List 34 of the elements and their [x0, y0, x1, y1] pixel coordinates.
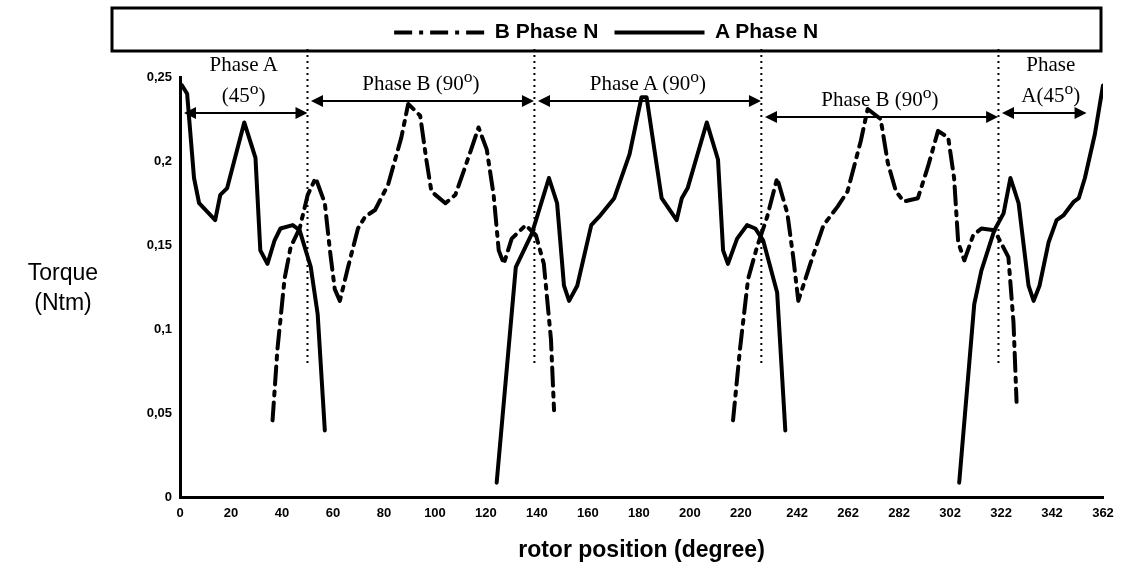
- y-tick-label: 0: [164, 489, 172, 505]
- x-tick-label: 160: [577, 505, 599, 521]
- x-tick-label: 282: [888, 505, 910, 521]
- annotation: Phase B (90$^{o}$): [361, 65, 481, 95]
- x-tick-label: 220: [730, 505, 752, 521]
- y-tick-label: 0,05: [146, 405, 172, 421]
- annotation: Phase A(45$^{o}$): [1020, 52, 1082, 107]
- x-tick-label: 342: [1041, 505, 1063, 521]
- x-tick-label: 262: [837, 505, 859, 521]
- x-tick-label: 302: [939, 505, 961, 521]
- x-tick-label: 80: [376, 505, 392, 521]
- y-tick-label: 0,2: [153, 152, 172, 168]
- x-tick-label: 242: [786, 505, 808, 521]
- x-tick-label: 40: [274, 505, 290, 521]
- x-tick-label: 120: [475, 505, 497, 521]
- annotation: Phase B (90$^{o}$): [820, 81, 940, 111]
- x-tick-label: 140: [526, 505, 548, 521]
- y-tick-label: 0,25: [146, 68, 172, 84]
- x-tick-label: 60: [325, 505, 341, 521]
- annotation: Phase A (45$^{o}$): [208, 52, 279, 107]
- x-tick-label: 362: [1092, 505, 1114, 521]
- x-axis-title: rotor position (degree): [518, 535, 765, 562]
- legend-label: B Phase N: [494, 19, 599, 43]
- x-tick-label: 100: [424, 505, 446, 521]
- x-tick-label: 0: [176, 505, 184, 521]
- annotation: Phase A (90$^{o}$): [588, 65, 707, 95]
- y-tick-label: 0,1: [153, 321, 172, 337]
- x-tick-label: 180: [628, 505, 650, 521]
- y-axis-title: Torque (Ntm): [26, 258, 100, 318]
- x-tick-label: 322: [990, 505, 1012, 521]
- x-tick-label: 200: [679, 505, 701, 521]
- y-tick-label: 0,15: [146, 236, 172, 252]
- legend-label: A Phase N: [715, 19, 819, 43]
- x-tick-label: 20: [223, 505, 239, 521]
